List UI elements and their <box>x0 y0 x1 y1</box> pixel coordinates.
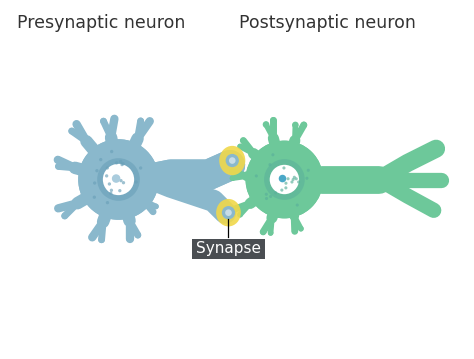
Circle shape <box>291 181 293 183</box>
Circle shape <box>436 175 446 184</box>
Circle shape <box>264 159 305 200</box>
Circle shape <box>222 206 235 219</box>
Circle shape <box>93 181 96 185</box>
Circle shape <box>269 195 272 198</box>
Circle shape <box>301 122 307 128</box>
Text: Synapse: Synapse <box>196 241 261 256</box>
Circle shape <box>286 177 290 180</box>
Circle shape <box>270 165 299 194</box>
Circle shape <box>268 163 272 166</box>
Circle shape <box>95 169 99 172</box>
Circle shape <box>121 162 125 165</box>
Circle shape <box>232 206 237 212</box>
Circle shape <box>112 174 120 183</box>
Circle shape <box>270 117 277 123</box>
Circle shape <box>229 169 235 174</box>
Circle shape <box>429 206 438 215</box>
Circle shape <box>297 181 300 183</box>
Circle shape <box>98 237 105 243</box>
Circle shape <box>55 205 62 212</box>
Circle shape <box>263 121 269 128</box>
Circle shape <box>92 196 96 199</box>
Circle shape <box>99 158 102 161</box>
Circle shape <box>78 139 159 220</box>
Circle shape <box>153 204 159 209</box>
Circle shape <box>279 175 286 182</box>
Circle shape <box>68 128 75 134</box>
Circle shape <box>280 188 283 192</box>
Circle shape <box>237 144 243 149</box>
Circle shape <box>150 209 156 215</box>
Circle shape <box>265 193 268 196</box>
Circle shape <box>78 139 159 220</box>
Circle shape <box>296 204 299 206</box>
Circle shape <box>293 176 296 179</box>
Circle shape <box>109 192 112 195</box>
Text: Presynaptic neuron: Presynaptic neuron <box>17 14 185 32</box>
Circle shape <box>274 191 277 194</box>
Circle shape <box>431 144 441 153</box>
Circle shape <box>225 209 232 216</box>
Circle shape <box>292 122 299 128</box>
Circle shape <box>110 188 113 192</box>
Ellipse shape <box>219 146 246 175</box>
Circle shape <box>118 189 121 192</box>
Circle shape <box>120 163 124 166</box>
Circle shape <box>271 153 274 157</box>
Circle shape <box>108 182 111 186</box>
Circle shape <box>283 167 285 169</box>
FancyBboxPatch shape <box>191 239 265 258</box>
Circle shape <box>305 177 309 180</box>
Circle shape <box>284 182 288 185</box>
Circle shape <box>62 213 68 219</box>
Circle shape <box>284 186 287 190</box>
Circle shape <box>265 197 268 200</box>
Circle shape <box>106 166 109 169</box>
Circle shape <box>122 181 125 185</box>
Circle shape <box>106 201 109 204</box>
Circle shape <box>295 177 298 180</box>
Circle shape <box>139 166 142 170</box>
Circle shape <box>268 230 273 236</box>
Ellipse shape <box>216 199 241 227</box>
Circle shape <box>119 179 123 182</box>
Circle shape <box>119 160 122 163</box>
Circle shape <box>229 157 236 164</box>
Circle shape <box>298 226 304 232</box>
Circle shape <box>105 174 108 178</box>
Circle shape <box>307 169 310 172</box>
Circle shape <box>246 141 323 218</box>
Circle shape <box>226 154 239 167</box>
Circle shape <box>246 141 323 218</box>
Circle shape <box>114 175 117 178</box>
Circle shape <box>240 138 246 143</box>
Circle shape <box>111 116 118 122</box>
Circle shape <box>126 236 133 242</box>
Circle shape <box>135 180 138 183</box>
Text: Postsynaptic neuron: Postsynaptic neuron <box>239 14 416 32</box>
Circle shape <box>230 175 236 181</box>
Circle shape <box>292 228 298 234</box>
Circle shape <box>55 163 62 170</box>
Circle shape <box>113 178 116 181</box>
Circle shape <box>73 121 80 127</box>
Circle shape <box>255 174 258 177</box>
Circle shape <box>115 161 118 164</box>
Circle shape <box>146 118 153 125</box>
Circle shape <box>97 158 140 201</box>
Circle shape <box>260 229 266 235</box>
Circle shape <box>292 178 295 181</box>
Circle shape <box>103 164 134 195</box>
Circle shape <box>135 232 141 238</box>
Circle shape <box>100 118 107 125</box>
Circle shape <box>237 212 243 218</box>
Circle shape <box>89 234 96 241</box>
Circle shape <box>55 157 61 163</box>
Circle shape <box>110 150 113 153</box>
Circle shape <box>137 118 144 124</box>
